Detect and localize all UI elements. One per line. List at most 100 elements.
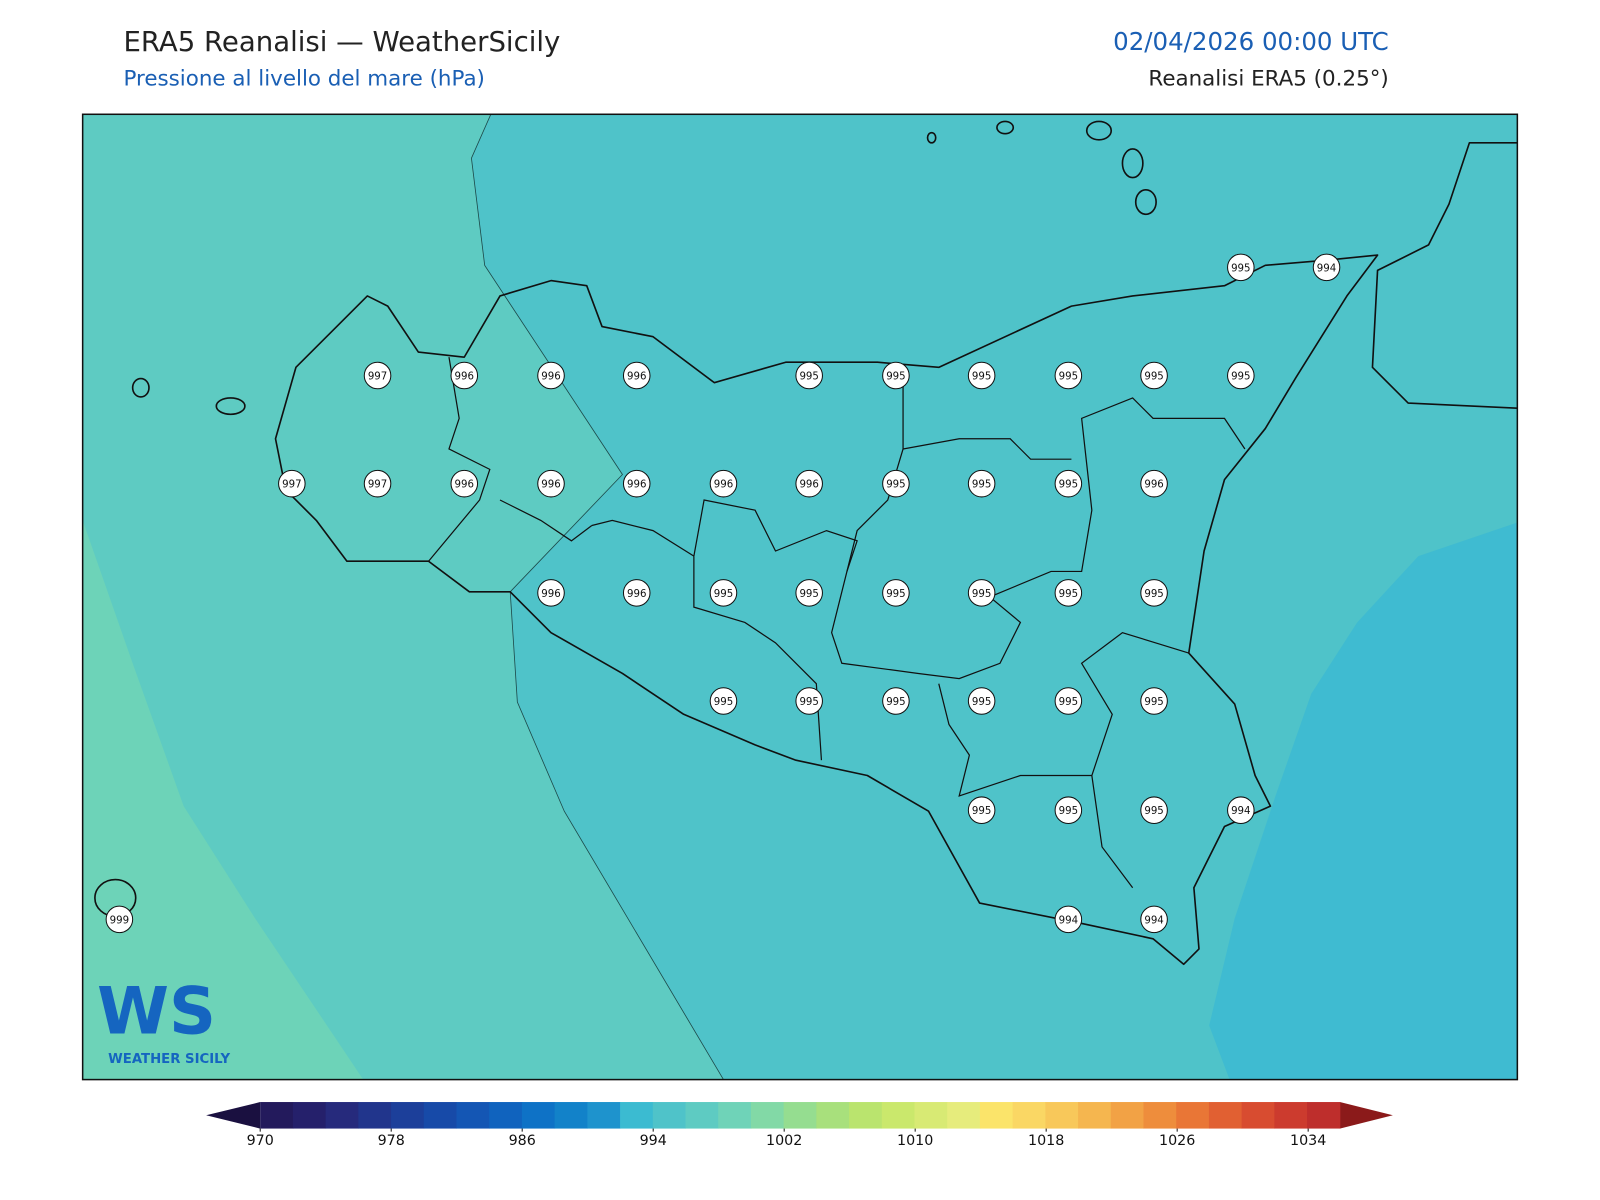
station-value: 995 [972,372,991,383]
station-marker [709,687,738,715]
station-marker [450,361,479,390]
station-value: 995 [1059,697,1078,708]
station-value: 995 [1144,806,1163,817]
station-marker [882,361,910,390]
colorbar-band [423,1102,458,1129]
colorbar-tick-label: 1002 [766,1133,802,1149]
station-marker [709,579,738,607]
field [82,114,724,1080]
station-marker [882,579,910,607]
island [1121,148,1144,179]
colorbar-band [979,1102,1014,1129]
station-marker [1054,796,1083,824]
colorbar-band [521,1102,556,1129]
station-marker [1054,687,1083,715]
colorbar-band [1208,1102,1243,1129]
station-value: 996 [541,372,560,383]
station-marker [363,361,392,390]
station-value: 996 [627,372,646,383]
station-value: 995 [972,589,991,600]
station-marker [537,361,565,390]
station-marker [795,361,823,390]
station-marker [537,579,565,607]
subtitle: Pressione al livello del mare (hPa) [123,67,484,92]
station-value: 994 [1317,263,1336,274]
station-value: 994 [1231,806,1250,817]
datetime: 02/04/2026 00:00 UTC [1113,27,1389,56]
colorbar-tick-label: 1034 [1290,1133,1326,1149]
logo: WS WEATHER SICILY [97,973,231,1067]
colorbar-band [489,1102,523,1129]
isobar [471,114,724,1080]
station-marker [1227,796,1255,824]
station-value: 995 [1144,372,1163,383]
colorbar-over [1339,1102,1393,1129]
station-value: 995 [1231,263,1250,274]
colorbar-band [1176,1102,1210,1129]
source: Reanalisi ERA5 (0.25°) [1148,67,1388,92]
station-value: 994 [1144,915,1163,926]
colorbar-band [783,1102,817,1129]
colorbar-tick-label: 986 [509,1133,536,1149]
colorbar-band [554,1102,588,1129]
station-value: 996 [714,480,733,491]
colorbar-band [1274,1102,1308,1129]
map: 995 994 997 996 996 996 995 995 995 995 995 995 997 9… [82,114,1518,1080]
title: ERA5 Reanalisi — WeatherSicily [123,26,560,58]
station-value: 996 [799,480,818,491]
station-value: 996 [627,589,646,600]
station-value: 995 [886,480,905,491]
station-marker [1140,579,1168,607]
station-value: 995 [972,697,991,708]
province-border [938,683,1092,797]
island [215,397,246,416]
colorbar-band [947,1102,981,1129]
colorbar-band [652,1102,687,1129]
station-marker [795,579,823,607]
station-marker [1312,253,1341,282]
station-marker [967,579,996,607]
station-marker [622,469,651,498]
colorbar-band [1110,1102,1145,1129]
station-marker [1140,469,1168,498]
colorbar-band [260,1102,294,1129]
station-value: 995 [799,372,818,383]
colorbar-band [1012,1102,1046,1129]
station-value: 999 [110,915,129,926]
station-marker [450,469,479,498]
province-border [902,438,1072,460]
station-value: 995 [799,589,818,600]
station-marker [967,361,996,390]
province-border [428,357,491,562]
station-value: 996 [541,589,560,600]
province-border [830,367,1246,680]
colorbar-band [358,1102,392,1129]
station-marker [882,687,910,715]
station-value: 995 [714,697,733,708]
station-marker [1054,469,1083,498]
station-marker [967,469,996,498]
station-value: 995 [799,697,818,708]
colorbar-tick-label: 994 [640,1133,667,1149]
station-value: 995 [1059,589,1078,600]
station-value: 997 [282,480,301,491]
province-border [1080,631,1189,889]
station-value: 996 [541,480,560,491]
station-marker [278,469,306,498]
colorbar-tick-label: 1010 [897,1133,933,1149]
station-value: 996 [455,372,474,383]
station-value: 995 [1059,806,1078,817]
island [926,131,937,144]
colorbar-tick-label: 1026 [1159,1133,1195,1149]
colorbar-band [1241,1102,1275,1129]
station-value: 995 [886,697,905,708]
colorbar-tick-label: 970 [247,1133,274,1149]
logo-mark: WS [97,973,216,1049]
coastline [1371,142,1518,409]
station-marker [1054,905,1083,934]
station-marker [709,469,738,498]
colorbar-tick-label: 1018 [1028,1133,1064,1149]
colorbar-tick-label: 978 [378,1133,405,1149]
station-value: 995 [1144,697,1163,708]
colorbar-under [206,1102,261,1129]
